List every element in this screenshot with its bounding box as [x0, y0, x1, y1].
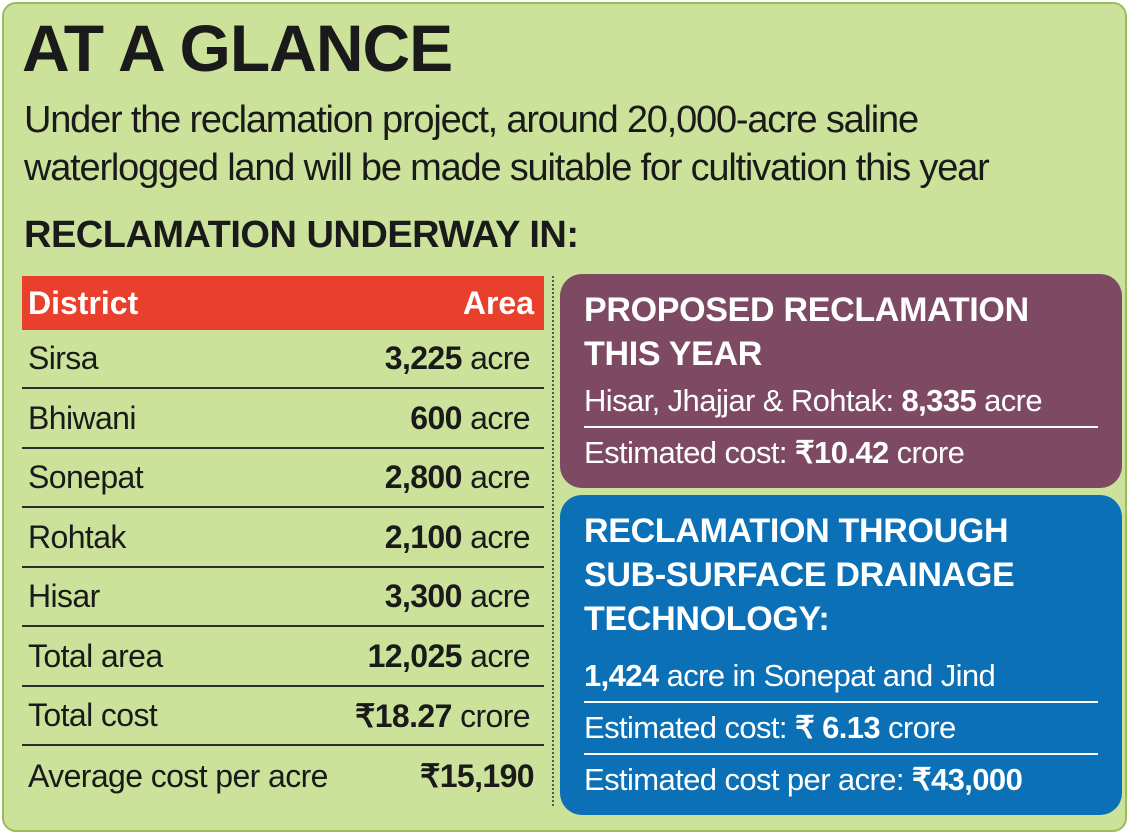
area-line: Hisar, Jhajjar & Rohtak: 8,335 acre: [584, 376, 1098, 428]
area: ₹18.27 crore: [354, 697, 531, 735]
label: Estimated cost:: [584, 435, 788, 470]
table-row: Average cost per acre ₹15,190: [22, 747, 544, 806]
area: 3,225 acre: [384, 340, 531, 377]
label: Estimated cost per acre:: [584, 762, 904, 797]
district: Hisar: [28, 578, 100, 614]
table-row: Total cost ₹18.27 crore: [22, 687, 544, 746]
box-title: PROPOSED RECLAMATION THIS YEAR: [584, 291, 1029, 373]
unit: crore: [888, 710, 956, 745]
value: 12,025: [367, 637, 463, 674]
proposed-box: PROPOSED RECLAMATION THIS YEAR Hisar, Jh…: [560, 274, 1122, 488]
value: 600: [410, 399, 462, 436]
table-header: District Area: [22, 276, 544, 330]
unit: acre: [470, 578, 530, 614]
table-row: Total area 12,025 acre: [22, 628, 544, 687]
district: Sirsa: [28, 340, 99, 376]
table-row: Hisar 3,300 acre: [22, 568, 544, 627]
per-acre-line: Estimated cost per acre: ₹43,000: [584, 755, 1098, 805]
unit: acre: [470, 340, 530, 376]
separator: [552, 276, 554, 806]
area: 2,100 acre: [384, 518, 531, 556]
area: ₹15,190: [419, 757, 535, 795]
unit: acre: [470, 637, 530, 674]
district: Total area: [28, 637, 163, 674]
unit: crore: [460, 697, 531, 734]
unit: acre: [470, 399, 530, 436]
text: acre in Sonepat and Jind: [666, 658, 996, 693]
area-line: 1,424 acre in Sonepat and Jind: [584, 651, 1098, 703]
unit: crore: [896, 435, 965, 470]
unit: acre: [984, 383, 1043, 418]
value: 8,335: [901, 383, 977, 418]
unit: acre: [470, 518, 530, 555]
value: ₹15,190: [419, 758, 535, 794]
value: 2,800: [384, 459, 463, 495]
table-row: Sonepat 2,800 acre: [22, 449, 544, 508]
district: Bhiwani: [28, 399, 136, 436]
value: 2,100: [384, 518, 463, 555]
column-header: Area: [462, 284, 534, 321]
unit: acre: [470, 459, 530, 495]
title: AT A GLANCE: [22, 11, 453, 85]
subsurface-box: RECLAMATION THROUGH SUB-SURFACE DRAINAGE…: [560, 495, 1122, 815]
value: ₹10.42: [794, 435, 889, 470]
area: 600 acre: [410, 400, 530, 437]
cost-line: Estimated cost: ₹10.42 crore: [584, 428, 1098, 478]
value: 1,424: [584, 658, 659, 693]
value: 3,300: [384, 578, 463, 614]
table-row: Rohtak 2,100 acre: [22, 509, 544, 568]
label: Hisar, Jhajjar & Rohtak:: [584, 383, 894, 418]
district: Rohtak: [28, 518, 126, 555]
table-title: RECLAMATION UNDERWAY IN:: [24, 214, 579, 256]
district: Sonepat: [28, 459, 144, 495]
value: ₹18.27: [354, 697, 452, 734]
label: Estimated cost:: [584, 710, 788, 745]
district: Average cost per acre: [28, 757, 328, 794]
area: 3,300 acre: [384, 578, 531, 615]
district: Total cost: [28, 697, 158, 733]
value: ₹ 6.13: [794, 710, 881, 745]
subtitle: Under the reclamation project, around 20…: [24, 99, 990, 189]
area: 2,800 acre: [384, 459, 531, 496]
value: 3,225: [384, 340, 463, 376]
box-title: RECLAMATION THROUGH SUB-SURFACE DRAINAGE…: [584, 512, 1015, 638]
column-header: District: [28, 284, 139, 321]
table-row: Bhiwani 600 acre: [22, 390, 544, 449]
area: 12,025 acre: [367, 637, 531, 675]
table-row: Sirsa 3,225 acre: [22, 330, 544, 389]
value: ₹43,000: [911, 762, 1023, 797]
cost-line: Estimated cost: ₹ 6.13 crore: [584, 703, 1098, 755]
